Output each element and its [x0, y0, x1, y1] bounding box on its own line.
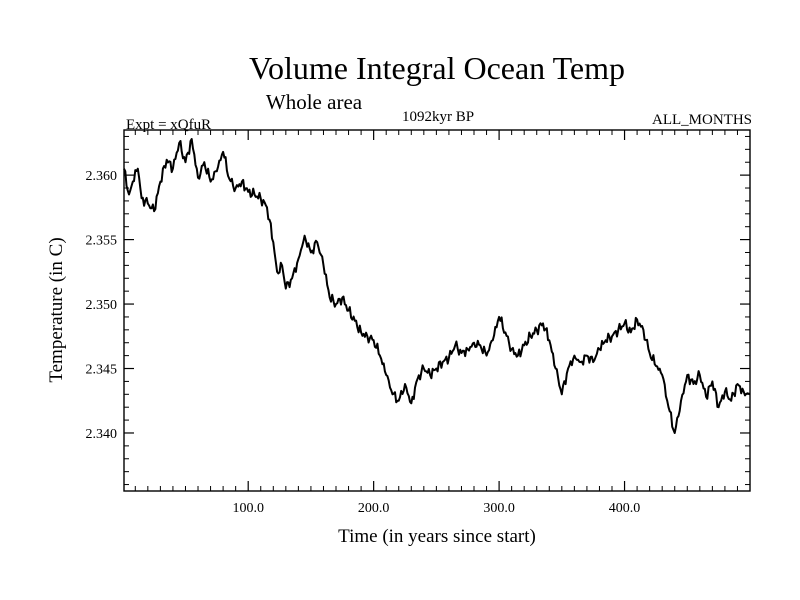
y-tick-label: 2.340 [86, 427, 118, 442]
header-left: Expt = xQfuR [126, 117, 211, 133]
series-line [123, 138, 751, 434]
header-center: 1092kyr BP [402, 109, 474, 125]
y-tick-label: 2.350 [86, 298, 118, 313]
chart-subtitle: Whole area [266, 90, 363, 114]
x-tick-label: 100.0 [232, 501, 264, 516]
header-right: ALL_MONTHS [652, 112, 752, 128]
major-ticks [124, 130, 750, 491]
minor-ticks [124, 130, 750, 491]
chart-title: Volume Integral Ocean Temp [249, 50, 625, 86]
y-tick-label: 2.345 [86, 363, 118, 378]
x-tick-label: 400.0 [609, 501, 641, 516]
y-axis-label: Temperature (in C) [46, 237, 67, 382]
y-tick-label: 2.360 [86, 169, 118, 184]
y-tick-label: 2.355 [86, 234, 118, 249]
x-axis-label: Time (in years since start) [338, 526, 536, 547]
plot-frame [123, 129, 751, 492]
x-tick-label: 200.0 [358, 501, 390, 516]
x-tick-label: 300.0 [483, 501, 515, 516]
tick-labels: 100.0 200.0 300.0 400.0 2.340 2.345 2.350 2.355… [86, 169, 641, 516]
